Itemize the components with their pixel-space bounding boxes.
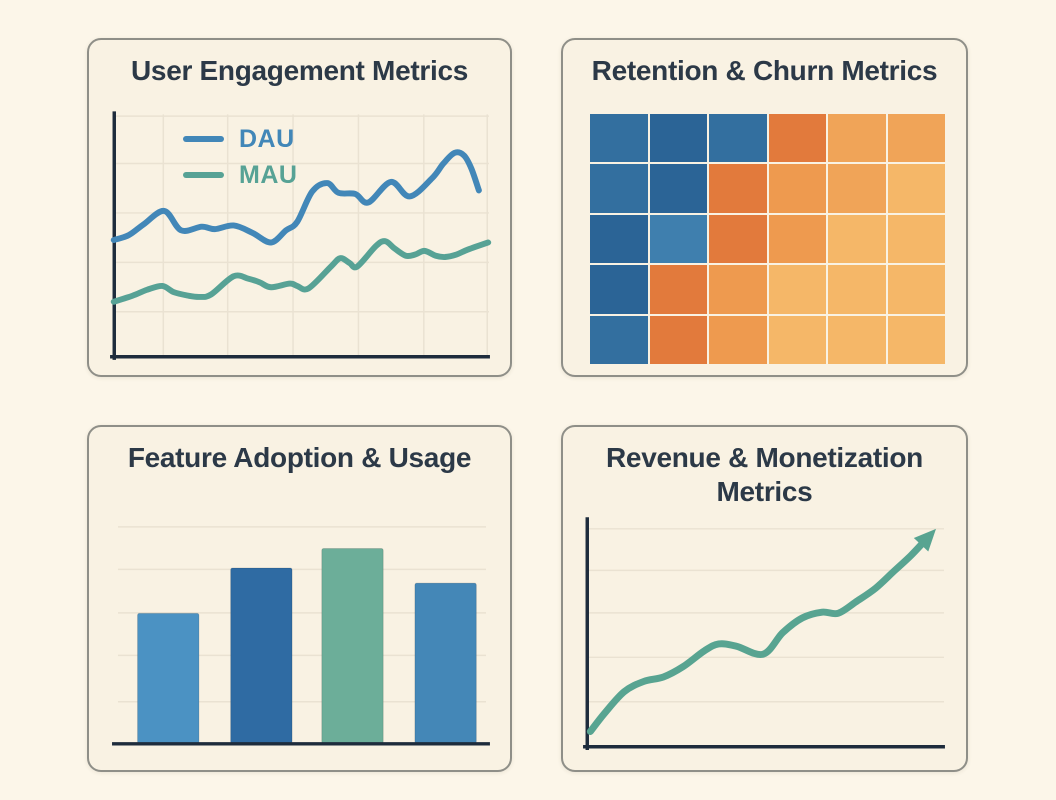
- adoption-title: Feature Adoption & Usage: [127, 442, 472, 473]
- heatmap-cell: [709, 114, 767, 163]
- heatmap-cell: [768, 114, 826, 163]
- legend-label-mau: MAU: [239, 160, 298, 189]
- panel-revenue-monetization: Revenue & Monetization Metrics: [561, 425, 968, 772]
- engagement-title: User Engagement Metrics: [131, 55, 468, 86]
- revenue-title: Revenue & Monetization Metrics: [606, 442, 923, 507]
- heatmap-cell: [590, 114, 648, 163]
- heatmap-cell: [887, 164, 945, 213]
- dau-line: [110, 149, 482, 246]
- heatmap-cell: [887, 315, 945, 364]
- heatmap-cell: [709, 164, 767, 213]
- retention-title: Retention & Churn Metrics: [591, 55, 938, 86]
- heatmap-cell: [649, 214, 707, 264]
- heatmap-cell: [828, 114, 886, 163]
- legend-item-mau: MAU: [183, 160, 297, 190]
- panel-user-engagement: User Engagement Metrics DAU MAU: [87, 38, 512, 377]
- heatmap-cell: [649, 265, 707, 314]
- heatmap-cell: [828, 164, 886, 213]
- revenue-line-chart: [583, 517, 945, 750]
- heatmap-cell: [649, 114, 707, 163]
- panel-feature-adoption: Feature Adoption & Usage: [87, 425, 512, 772]
- bar: [414, 582, 477, 744]
- heatmap-cell: [709, 265, 767, 314]
- heatmap-cell: [649, 315, 707, 364]
- panel-retention-churn: Retention & Churn Metrics: [561, 38, 968, 377]
- arrowhead-icon: [913, 528, 936, 552]
- engagement-line-chart: [110, 111, 492, 360]
- legend-label-dau: DAU: [239, 124, 295, 153]
- heatmap-cell: [768, 315, 826, 364]
- bar: [230, 567, 293, 744]
- heatmap-cell: [590, 164, 648, 213]
- heatmap-cell: [768, 164, 826, 213]
- heatmap-cell: [649, 164, 707, 213]
- legend-item-dau: DAU: [183, 124, 297, 154]
- heatmap-cell: [709, 315, 767, 364]
- bar: [321, 547, 384, 744]
- dau-line-swatch: [183, 136, 224, 142]
- heatmap-cell: [590, 265, 648, 314]
- revenue-line: [586, 534, 931, 736]
- mau-line-swatch: [183, 172, 224, 178]
- mau-line: [110, 238, 492, 305]
- retention-heatmap: [590, 114, 945, 364]
- heatmap-cell: [590, 315, 648, 364]
- heatmap-cell: [887, 214, 945, 264]
- adoption-bar-chart: [112, 526, 490, 746]
- heatmap-cell: [828, 214, 886, 264]
- heatmap-cell: [828, 315, 886, 364]
- heatmap-cell: [590, 214, 648, 264]
- heatmap-cell: [768, 214, 826, 264]
- heatmap-cell: [828, 265, 886, 314]
- heatmap-cell: [768, 265, 826, 314]
- heatmap-cell: [887, 114, 945, 163]
- heatmap-cell: [709, 214, 767, 264]
- bar: [137, 612, 200, 744]
- engagement-legend: DAU MAU: [183, 124, 297, 190]
- heatmap-cell: [887, 265, 945, 314]
